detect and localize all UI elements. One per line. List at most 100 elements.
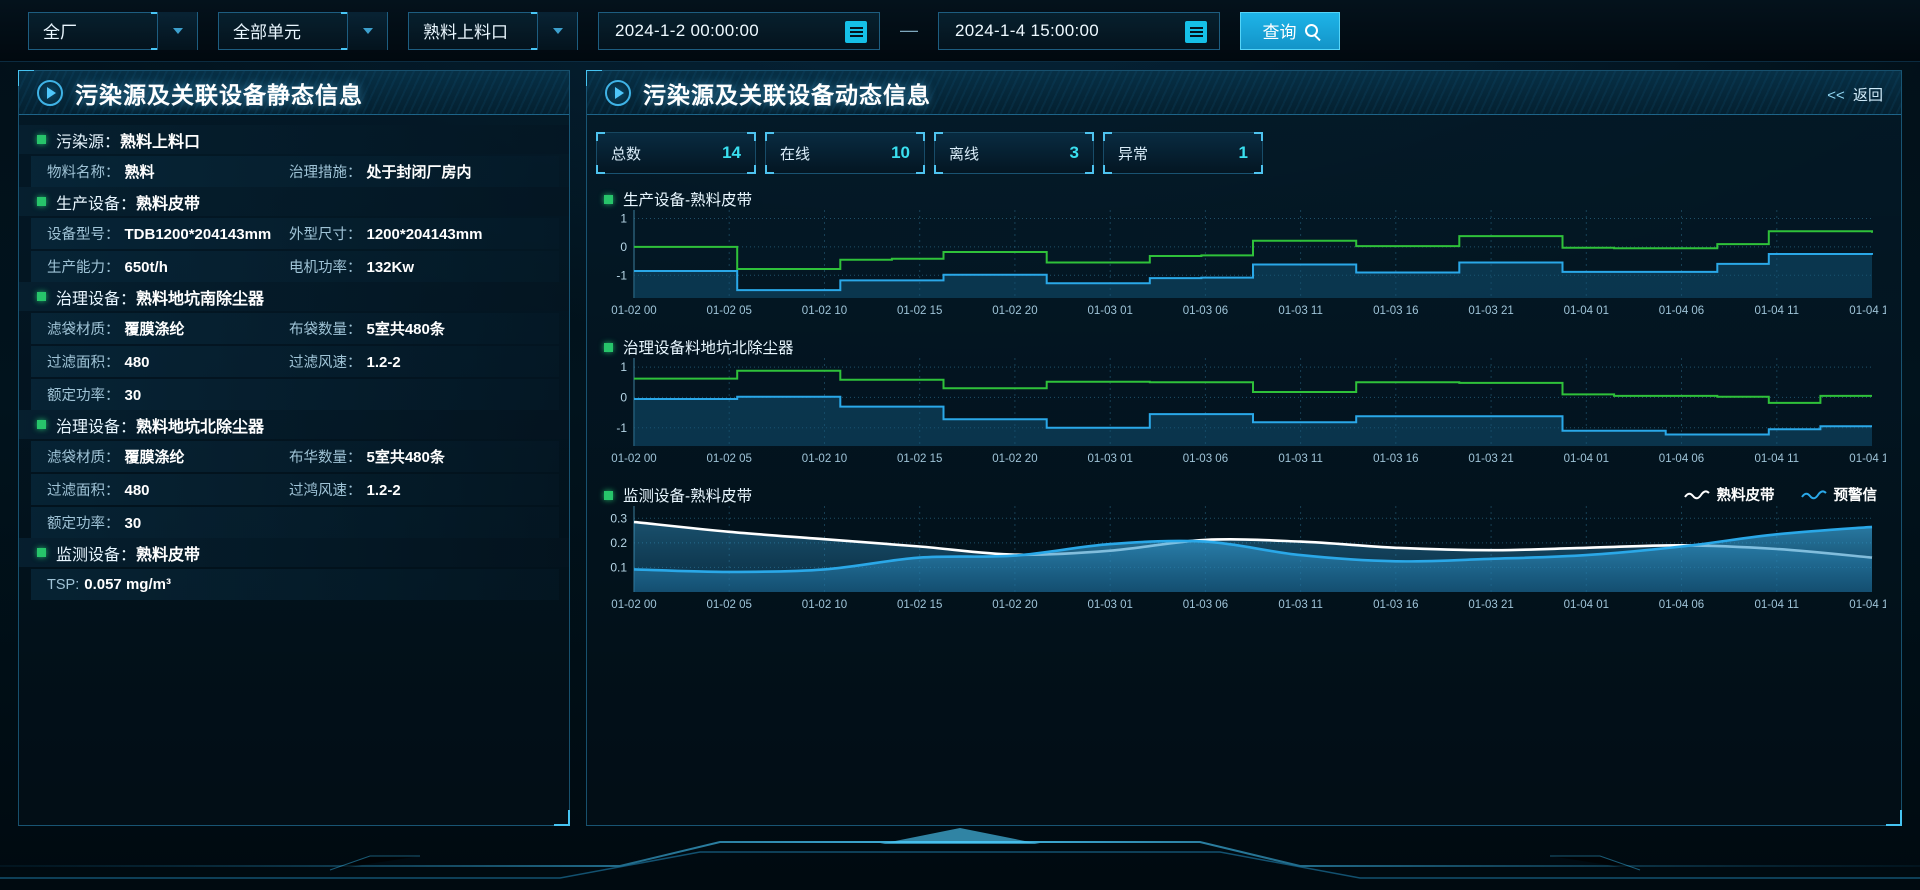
info-row: 额定功率： 30 — [31, 507, 559, 538]
status-badge-label: 总数 — [611, 145, 642, 163]
info-field: 滤袋材质： 覆膜涤纶 — [47, 318, 289, 339]
charts-container: 生产设备-熟料皮带 1 0 -1 01-02 00 01-02 05 01-02 10 01-… — [587, 188, 1901, 616]
equipment-group-header: 治理设备：熟料地坑南除尘器 — [19, 282, 569, 311]
x-axis-tick-label: 01-04 06 — [1659, 305, 1704, 317]
y-axis-tick-label: 0.1 — [610, 560, 627, 574]
info-field: 电机功率： 132Kw — [289, 256, 414, 277]
chart-legend: 熟料皮带 预警信 — [1683, 484, 1877, 505]
end-time-value: 2024-1-4 15:00:00 — [955, 20, 1100, 40]
status-badge[interactable]: 离线 3 — [934, 132, 1094, 174]
double-chevron-left-icon: << — [1827, 87, 1845, 104]
x-axis-tick-label: 01-04 06 — [1659, 599, 1704, 611]
status-badge-value: 1 — [1238, 143, 1248, 162]
equipment-group-header: 治理设备：熟料地坑北除尘器 — [19, 410, 569, 439]
chevron-down-icon[interactable] — [347, 11, 387, 50]
y-axis-tick-label: 0 — [620, 390, 627, 404]
info-field-value: 1200*204143mm — [366, 226, 483, 243]
status-badge-value: 3 — [1069, 143, 1079, 162]
info-field-label: 设备型号： — [47, 227, 120, 243]
series-line — [634, 230, 1873, 270]
status-dot-icon — [37, 548, 46, 557]
x-axis-tick-label: 01-04 01 — [1564, 305, 1609, 317]
x-axis-tick-label: 01-04 06 — [1659, 453, 1704, 465]
dynamic-panel-title: 污染源及关联设备动态信息 — [643, 81, 931, 108]
status-badge-label: 离线 — [949, 145, 980, 163]
y-axis-tick-label: 1 — [620, 212, 627, 226]
x-axis-tick-label: 01-03 06 — [1183, 599, 1228, 611]
info-field: 治理措施： 处于封闭厂房内 — [289, 161, 472, 182]
x-axis-tick-label: 01-02 05 — [706, 305, 751, 317]
y-axis-tick-label: 0.2 — [610, 536, 627, 550]
x-axis-tick-label: 01-02 10 — [802, 453, 847, 465]
info-field: 设备型号： TDB1200*204143mm — [47, 223, 289, 244]
chart-plot-area[interactable]: 0.3 0.2 0.1 01-02 00 01-02 05 01-02 10 01-02 1… — [596, 506, 1886, 616]
plant-select-value: 全厂 — [43, 23, 77, 42]
status-dot-icon — [37, 292, 46, 301]
info-row: 滤袋材质： 覆膜涤纶 布袋数量： 5室共480条 — [31, 313, 559, 344]
chart-2: 治理设备料地坑北除尘器 1 0 -1 01-02 00 01-02 05 01-02 10 0… — [596, 336, 1901, 470]
static-info-list: 污染源：熟料上料口 物料名称： 熟料 治理措施： 处于封闭厂房内 生产设备：熟料皮带 设备型… — [19, 115, 569, 600]
calendar-icon[interactable] — [1185, 20, 1207, 43]
status-badge[interactable]: 异常 1 — [1103, 132, 1263, 174]
chart-title: 监测设备-熟料皮带 — [623, 488, 753, 505]
info-field: 布袋数量： 5室共480条 — [289, 318, 445, 339]
info-field: 滤袋材质： 覆膜涤纶 — [47, 446, 289, 467]
chevron-down-icon[interactable] — [157, 11, 197, 50]
chevron-down-icon[interactable] — [537, 11, 577, 50]
status-badge-value: 10 — [891, 143, 910, 162]
info-field-label: 生产能力： — [47, 260, 120, 276]
info-field-label: 布袋数量： — [289, 322, 362, 338]
equipment-group-label: 生产设备：熟料皮带 — [56, 195, 201, 213]
info-field: 额定功率： 30 — [47, 512, 289, 533]
x-axis-tick-label: 01-04 11 — [1755, 453, 1800, 465]
info-field-value: 5室共480条 — [366, 449, 445, 466]
status-badge[interactable]: 总数 14 — [596, 132, 756, 174]
wave-line-icon — [1683, 489, 1710, 499]
info-field-value: 132Kw — [366, 259, 415, 276]
query-button[interactable]: 查询 — [1240, 11, 1340, 50]
query-button-label: 查询 — [1262, 23, 1297, 42]
info-field-label: 过滤面积： — [47, 355, 120, 371]
bottom-ornament-svg — [0, 828, 1920, 879]
info-row: 过滤面积： 480 过滤风速： 1.2-2 — [31, 346, 559, 377]
info-field-value: 1.2-2 — [366, 482, 401, 499]
equipment-group-label: 治理设备：熟料地坑南除尘器 — [56, 290, 265, 308]
legend-item[interactable]: 熟料皮带 — [1683, 484, 1775, 505]
x-axis-tick-label: 01-02 00 — [611, 599, 656, 611]
x-axis-tick-label: 01-02 20 — [992, 453, 1037, 465]
range-separator: — — [900, 20, 918, 40]
y-axis-tick-label: -1 — [616, 268, 627, 282]
dynamic-info-panel-header: 污染源及关联设备动态信息 << 返回 — [587, 71, 1901, 115]
status-dot-icon — [604, 342, 613, 352]
static-info-panel-header: 污染源及关联设备静态信息 — [19, 71, 569, 115]
status-badge[interactable]: 在线 10 — [765, 132, 925, 174]
info-field: 过鸿风速： 1.2-2 — [289, 479, 401, 500]
info-field: 过滤面积： 480 — [47, 351, 289, 372]
calendar-icon[interactable] — [845, 20, 867, 43]
info-field-value: 熟料 — [124, 164, 155, 181]
pollution-source-select[interactable]: 熟料上料口 — [408, 11, 578, 50]
info-row: 设备型号： TDB1200*204143mm 外型尺寸： 1200*204143mm — [31, 218, 559, 249]
filter-toolbar: 全厂 全部单元 熟料上料口 2024-1-2 00:00:00 — 2024-1… — [0, 0, 1920, 62]
chart-plot-area[interactable]: 1 0 -1 01-02 00 01-02 05 01-02 10 01-02 15 01-0… — [596, 358, 1886, 470]
info-field-value: 1.2-2 — [366, 354, 401, 371]
info-field-value: 480 — [124, 354, 150, 371]
unit-select[interactable]: 全部单元 — [218, 11, 388, 50]
info-field: TSP: 0.057 mg/m³ — [47, 576, 289, 593]
end-time-input[interactable]: 2024-1-4 15:00:00 — [938, 11, 1220, 50]
start-time-input[interactable]: 2024-1-2 00:00:00 — [598, 11, 880, 50]
x-axis-tick-label: 01-03 11 — [1278, 599, 1323, 611]
x-axis-tick-label: 01-03 01 — [1087, 599, 1132, 611]
chart-plot-area[interactable]: 1 0 -1 01-02 00 01-02 05 01-02 10 01-02 15 01-0… — [596, 210, 1886, 322]
chart-title: 生产设备-熟料皮带 — [623, 192, 753, 209]
x-axis-tick-label: 01-04 01 — [1564, 599, 1609, 611]
y-axis-tick-label: -1 — [616, 421, 627, 435]
plant-select[interactable]: 全厂 — [28, 11, 198, 50]
legend-item[interactable]: 预警信 — [1800, 484, 1877, 505]
pollution-source-select-value: 熟料上料口 — [423, 23, 508, 42]
x-axis-tick-label: 01-02 15 — [897, 599, 942, 611]
info-field: 过滤面积： 480 — [47, 479, 289, 500]
back-button[interactable]: << 返回 — [1827, 84, 1883, 105]
x-axis-tick-label: 01-03 21 — [1468, 453, 1513, 465]
x-axis-tick-label: 01-02 15 — [897, 453, 942, 465]
